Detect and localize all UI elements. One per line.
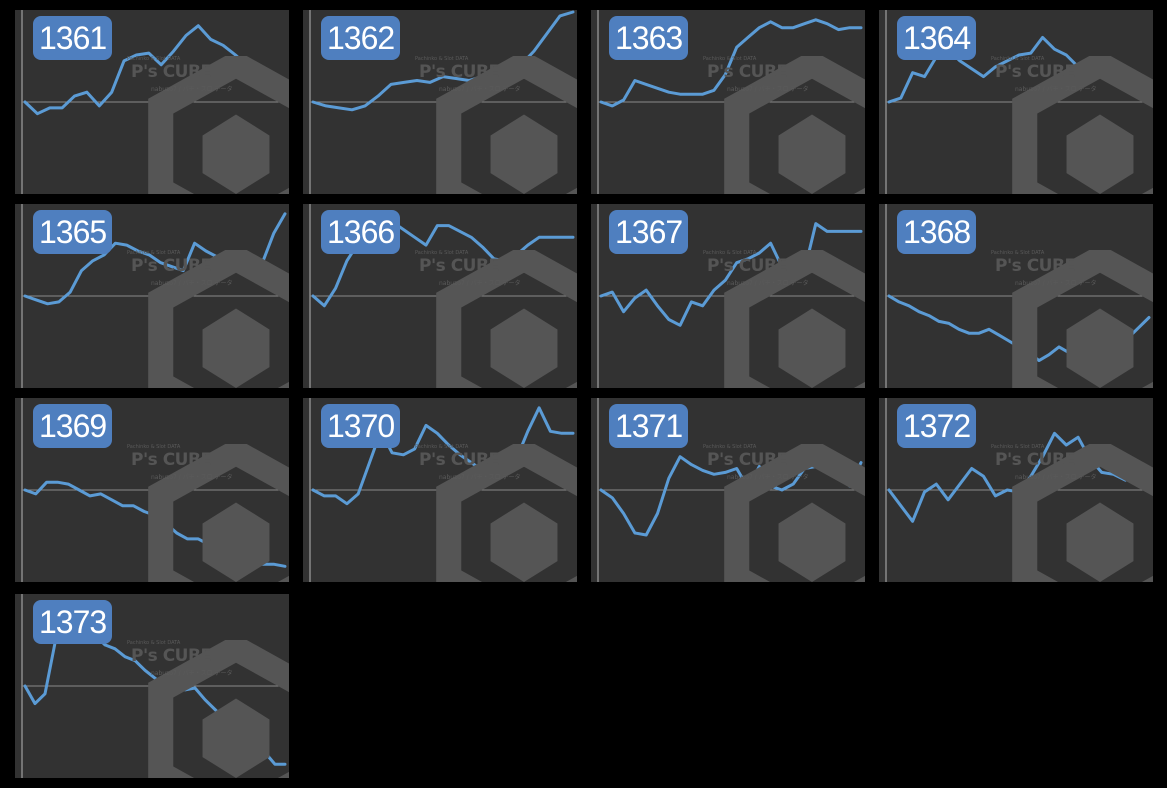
machine-number-badge: 1370 [321,404,401,448]
series-line [599,455,863,537]
machine-number-badge: 1364 [897,16,977,60]
chart-panel-1372: Pachinko & Slot DATA P's CUBE nabuzo7 / パチ… [879,398,1153,582]
machine-number-badge: 1367 [609,210,689,254]
machine-number-badge: 1371 [609,404,689,448]
machine-number-badge: 1366 [321,210,401,254]
series-line [23,480,287,568]
machine-number-badge: 1373 [33,600,113,644]
chart-panel-1361: Pachinko & Slot DATA P's CUBE nabuzo7 / パチ… [15,10,289,194]
chart-panel-1373: Pachinko & Slot DATA P's CUBE nabuzo7 / パチ… [15,594,289,778]
machine-number-badge: 1372 [897,404,977,448]
machine-number-badge: 1361 [33,16,113,60]
chart-panel-1363: Pachinko & Slot DATA P's CUBE nabuzo7 / パチ… [591,10,865,194]
chart-panel-1368: Pachinko & Slot DATA P's CUBE nabuzo7 / パチ… [879,204,1153,388]
chart-panel-1369: Pachinko & Slot DATA P's CUBE nabuzo7 / パチ… [15,398,289,582]
machine-number-badge: 1363 [609,16,689,60]
chart-panel-1364: Pachinko & Slot DATA P's CUBE nabuzo7 / パチ… [879,10,1153,194]
chart-panel-1365: Pachinko & Slot DATA P's CUBE nabuzo7 / パチ… [15,204,289,388]
chart-panel-1362: Pachinko & Slot DATA P's CUBE nabuzo7 / パチ… [303,10,577,194]
machine-number-badge: 1369 [33,404,113,448]
machine-number-badge: 1365 [33,210,113,254]
machine-number-badge: 1362 [321,16,401,60]
machine-number-badge: 1368 [897,210,977,254]
chart-panel-1370: Pachinko & Slot DATA P's CUBE nabuzo7 / パチ… [303,398,577,582]
chart-panel-1367: Pachinko & Slot DATA P's CUBE nabuzo7 / パチ… [591,204,865,388]
chart-panel-1366: Pachinko & Slot DATA P's CUBE nabuzo7 / パチ… [303,204,577,388]
chart-panel-1371: Pachinko & Slot DATA P's CUBE nabuzo7 / パチ… [591,398,865,582]
series-line [311,406,575,506]
series-line [887,294,1151,366]
